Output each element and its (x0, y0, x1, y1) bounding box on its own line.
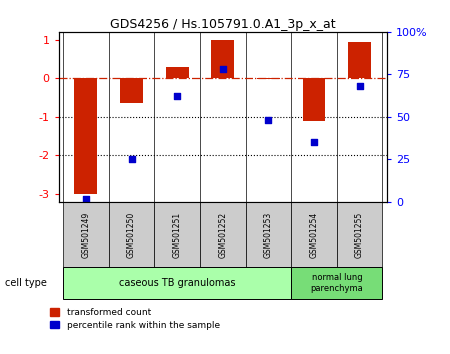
Text: GSM501250: GSM501250 (127, 211, 136, 258)
Text: GSM501255: GSM501255 (355, 211, 364, 258)
Bar (154, 202, 200, 267)
Point (219, 67, 226, 72)
Text: cell type: cell type (4, 278, 46, 288)
Bar (166, 67, 189, 78)
Bar (291, 202, 337, 267)
Text: GSM501252: GSM501252 (218, 211, 227, 258)
Point (265, 118, 272, 123)
Point (356, 84, 363, 89)
Point (174, 93, 181, 99)
Title: GDS4256 / Hs.105791.0.A1_3p_x_at: GDS4256 / Hs.105791.0.A1_3p_x_at (110, 18, 336, 31)
Bar (348, 41, 371, 78)
Bar (63, 267, 291, 299)
Bar (63, 202, 109, 267)
Point (82, 196, 90, 202)
Bar (302, 78, 325, 121)
Text: GSM501251: GSM501251 (173, 211, 182, 258)
Text: GSM501253: GSM501253 (264, 211, 273, 258)
Bar (291, 267, 382, 299)
Legend: transformed count, percentile rank within the sample: transformed count, percentile rank withi… (50, 307, 220, 331)
Point (310, 139, 318, 145)
Bar (200, 202, 246, 267)
Bar (257, 78, 280, 79)
Bar (212, 40, 234, 78)
Bar (109, 202, 154, 267)
Bar (246, 202, 291, 267)
Text: GSM501249: GSM501249 (81, 211, 90, 258)
Bar (74, 78, 97, 194)
Point (128, 156, 135, 162)
Text: caseous TB granulomas: caseous TB granulomas (119, 278, 235, 288)
Text: GSM501254: GSM501254 (310, 211, 319, 258)
Bar (337, 202, 382, 267)
Text: normal lung
parenchyma: normal lung parenchyma (310, 274, 363, 293)
Bar (120, 78, 143, 103)
